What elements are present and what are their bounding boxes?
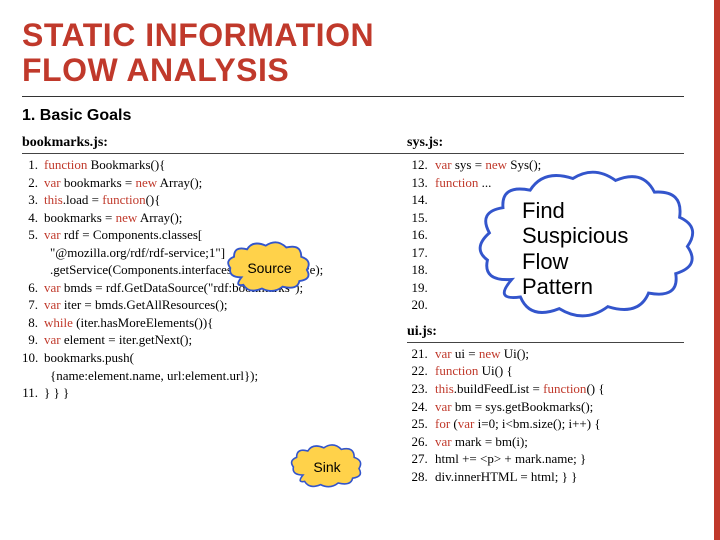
code-line: function Ui() { <box>431 362 684 380</box>
code-line: html += <p> + mark.name; } <box>431 450 684 468</box>
left-filename: bookmarks.js: <box>22 135 407 151</box>
right-column: sys.js: var sys = new Sys(); function ..… <box>407 135 684 530</box>
sink-callout: Sink <box>287 442 367 492</box>
code-line: div.innerHTML = html; } } <box>431 468 684 486</box>
content-columns: bookmarks.js: 1.function Bookmarks(){2.v… <box>22 135 684 530</box>
right-bottom-code-block: var ui = new Ui(); function Ui() { this.… <box>407 345 684 485</box>
right-bottom-block: ui.js: var ui = new Ui(); function Ui() … <box>407 324 684 485</box>
right-top-divider <box>407 153 684 154</box>
code-line: var mark = bm(i); <box>431 433 684 451</box>
right-top-filename: sys.js: <box>407 135 684 151</box>
left-column: bookmarks.js: 1.function Bookmarks(){2.v… <box>22 135 407 530</box>
code-line: this.buildFeedList = function() { <box>431 380 684 398</box>
code-line: for (var i=0; i<bm.size(); i++) { <box>431 415 684 433</box>
sink-label: Sink <box>313 459 340 475</box>
suspicious-flow-text: Find Suspicious Flow Pattern <box>522 198 628 299</box>
slide-title: STATIC INFORMATION FLOW ANALYSIS <box>0 0 714 94</box>
suspicious-flow-cloud: Find Suspicious Flow Pattern <box>467 163 702 328</box>
code-line: var bm = sys.getBookmarks(); <box>431 398 684 416</box>
subtitle: 1. Basic Goals <box>0 97 714 131</box>
title-line-1: STATIC INFORMATION <box>22 17 374 53</box>
source-label: Source <box>247 260 291 276</box>
left-divider <box>22 153 407 154</box>
right-bottom-divider <box>407 342 684 343</box>
left-code-block: 1.function Bookmarks(){2.var bookmarks =… <box>22 156 407 402</box>
title-line-2: FLOW ANALYSIS <box>22 52 289 88</box>
source-callout: Source <box>222 240 317 296</box>
code-line: var ui = new Ui(); <box>431 345 684 363</box>
